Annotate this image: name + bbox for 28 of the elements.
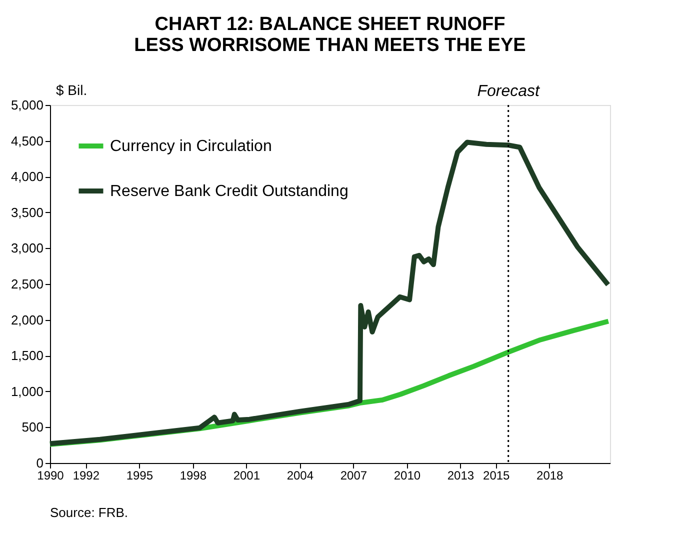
x-tick-label: 1990 bbox=[37, 468, 64, 482]
x-tick-label: 2010 bbox=[394, 468, 421, 482]
y-tick-label: 500 bbox=[22, 420, 44, 435]
y-tick-label: 3,500 bbox=[10, 204, 44, 220]
ref-line-label: Forecast bbox=[477, 83, 540, 100]
y-tick-label: 4,000 bbox=[10, 169, 44, 184]
y-axis-title: $ Bil. bbox=[56, 82, 88, 98]
legend-label: Reserve Bank Credit Outstanding bbox=[110, 183, 348, 200]
x-tick-label: 2004 bbox=[286, 468, 314, 482]
x-tick-label: 2007 bbox=[340, 468, 368, 482]
y-tick-label: 1,000 bbox=[10, 384, 44, 399]
y-tick-label: 5,000 bbox=[10, 98, 44, 112]
y-tick-label: 2,500 bbox=[10, 276, 44, 292]
y-tick-label: 0 bbox=[36, 456, 44, 470]
y-tick-label: 1,500 bbox=[10, 348, 44, 364]
x-tick-label: 1995 bbox=[126, 468, 154, 482]
x-tick-label: 2013 bbox=[447, 468, 474, 482]
legend-label: Currency in Circulation bbox=[110, 138, 272, 155]
chart-title: CHART 12: BALANCE SHEET RUNOFF LESS WORRISOME THAN MEETS THE EYE bbox=[134, 14, 526, 56]
x-tick-label: 2018 bbox=[536, 468, 564, 482]
y-tick-label: 4,500 bbox=[10, 133, 44, 148]
x-tick-label: 2015 bbox=[483, 468, 510, 482]
x-tick-label: 2001 bbox=[233, 468, 260, 482]
source-note: Source: FRB. bbox=[50, 505, 128, 520]
x-tick-label: 1998 bbox=[180, 468, 207, 482]
y-tick-label: 3,000 bbox=[10, 240, 44, 256]
y-tick-label: 2,000 bbox=[10, 312, 44, 328]
x-tick-label: 1992 bbox=[72, 468, 100, 482]
